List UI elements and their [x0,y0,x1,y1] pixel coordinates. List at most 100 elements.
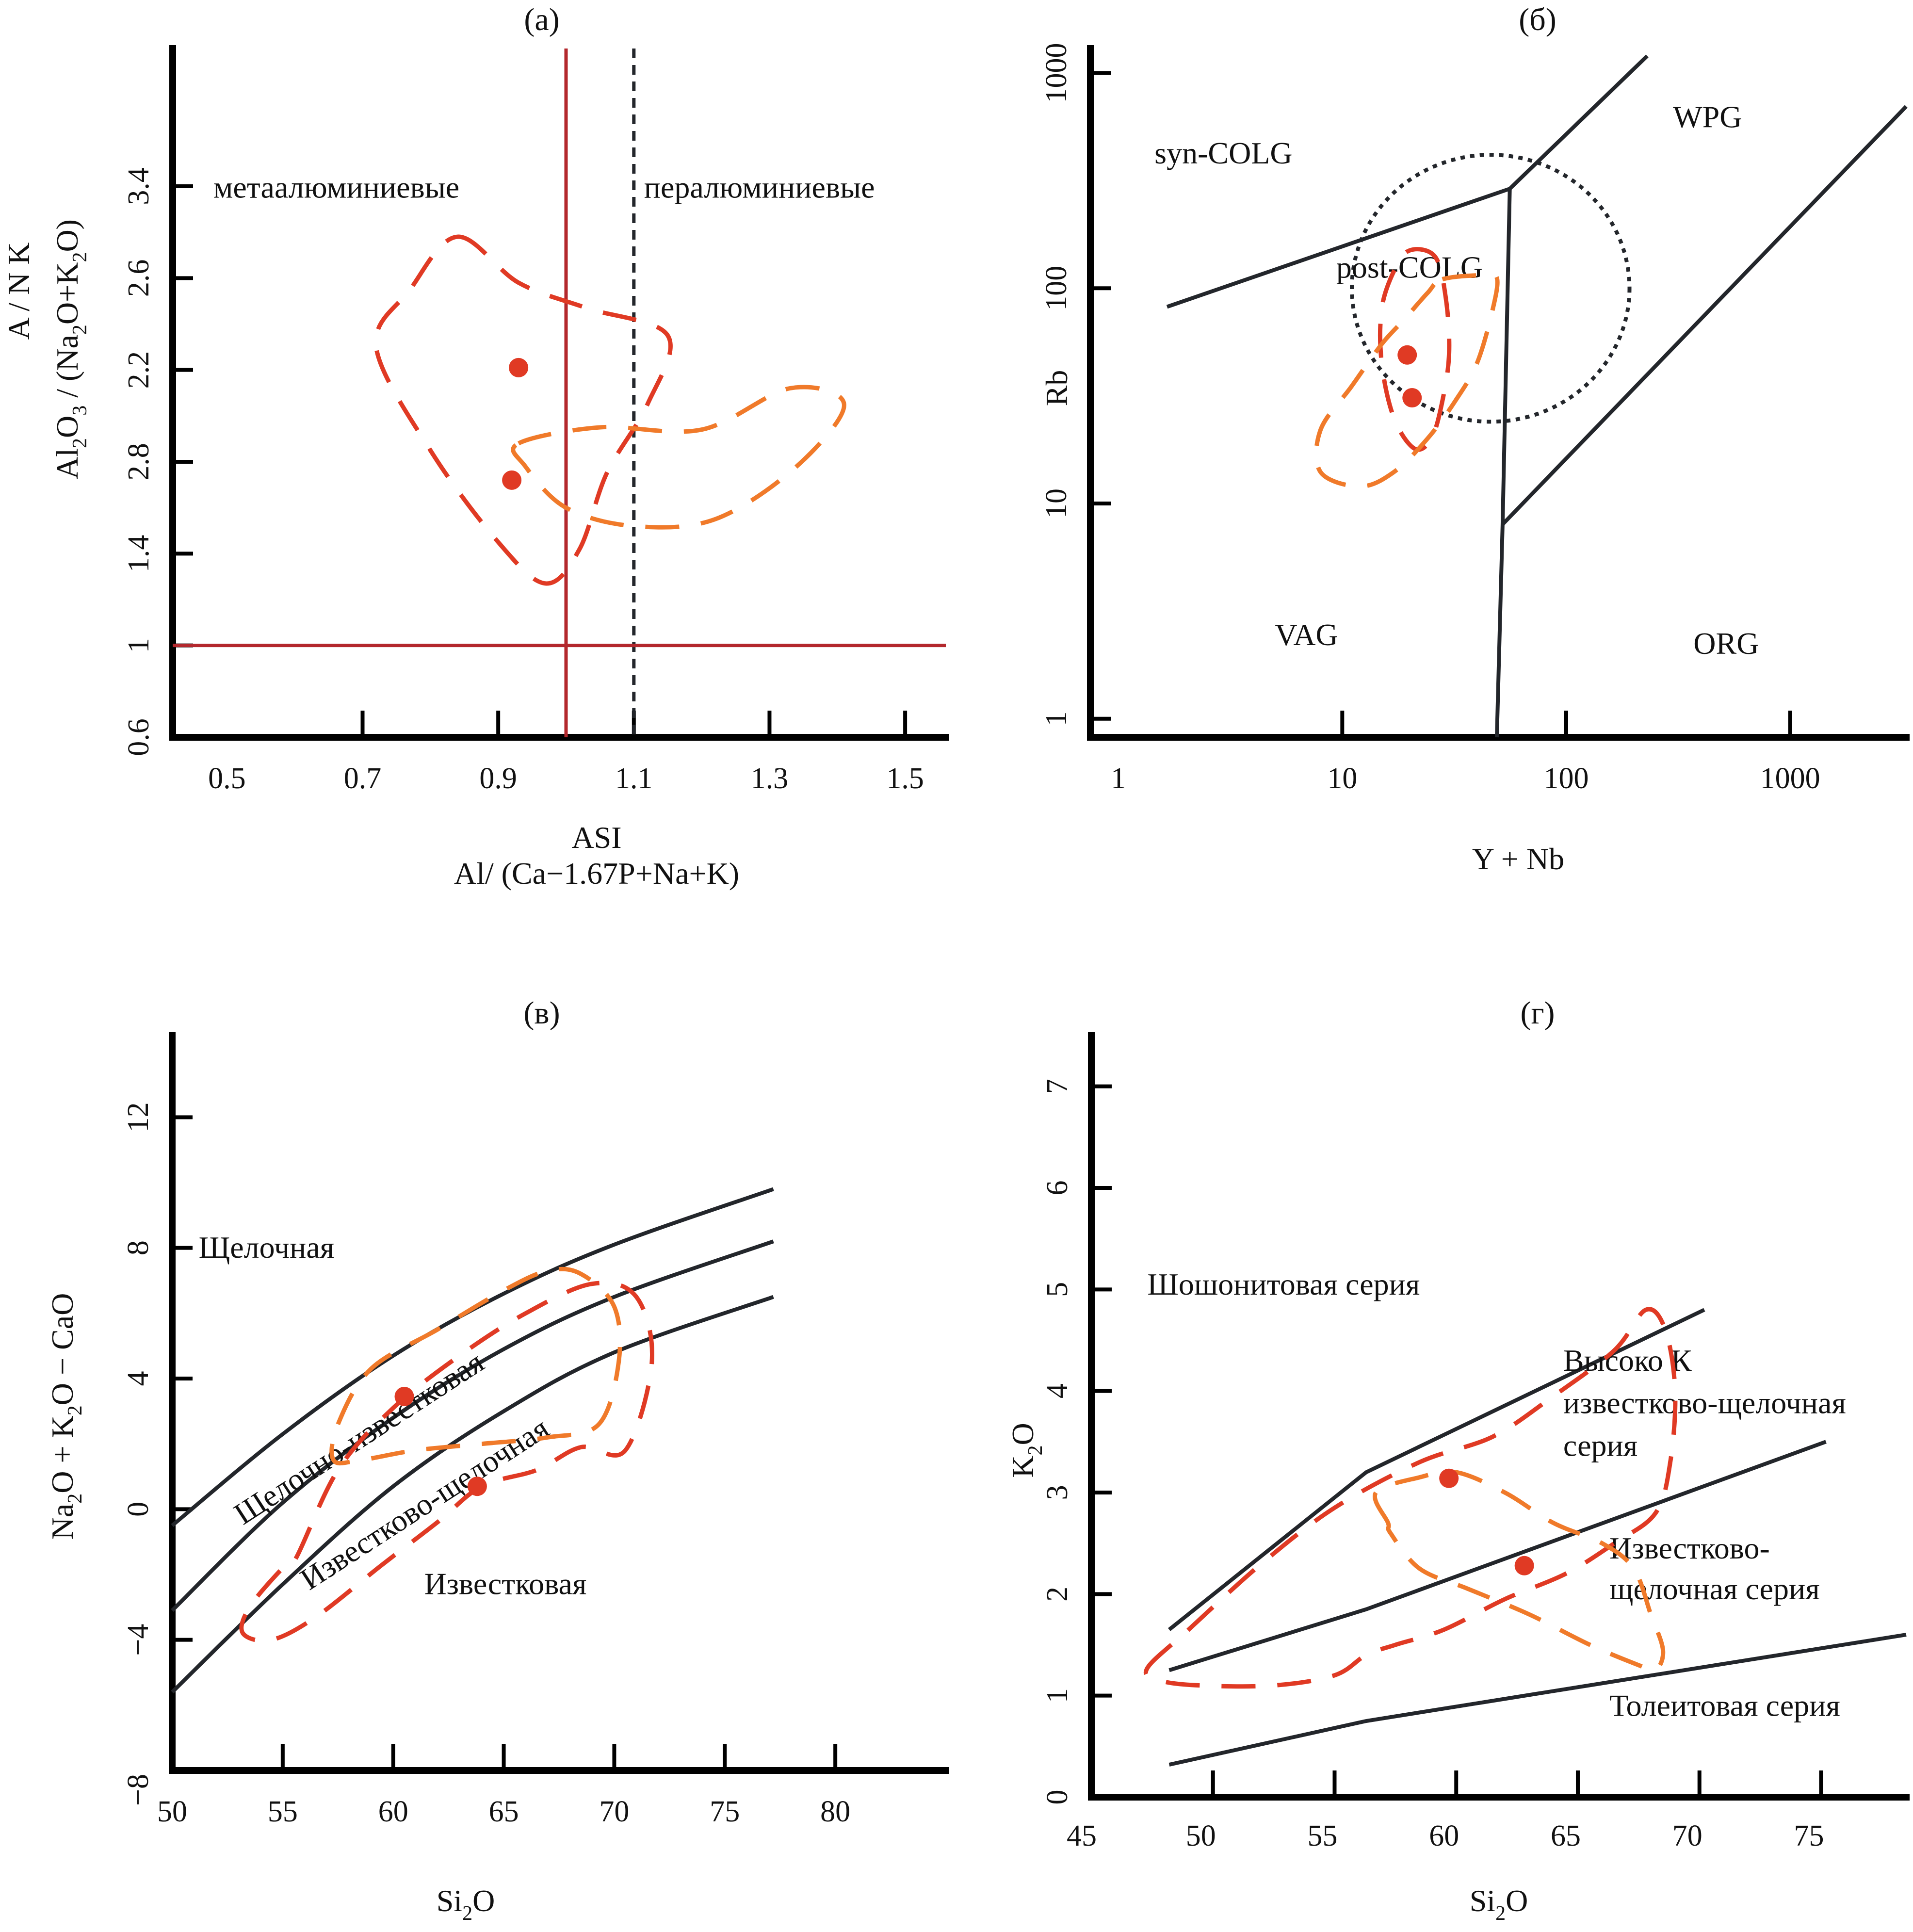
panel-b-data-point [1397,345,1417,365]
panel-a-x-tick-label: 1.5 [886,762,924,795]
panel-a-field-orange [511,385,846,530]
panel-a-data-point [502,470,522,490]
panel-d-region-label: серия [1563,1429,1637,1463]
panel-d-y-tick-label: 7 [1041,1079,1074,1094]
panel-a-field-red [373,234,673,586]
panel-d-x-tick-label: 75 [1794,1819,1824,1852]
panel-b-y-tick-label: 1000 [1040,43,1073,103]
panel-c-x-tick-label: 65 [489,1795,519,1828]
panel-b-vag-org-boundary [1495,189,1512,738]
panel-b-x-tick-label: 10 [1327,762,1357,795]
panel-a-title: (a) [524,2,559,37]
panel-c-x-axis-title: Si2O [437,1883,495,1925]
panel-b-tectonic-diagram: (б) 1 10 100 1000 1 10 100 1000 syn-COLG post-COL… [1039,2,1910,876]
panel-c-data-point [394,1387,414,1407]
panel-b-field-orange [1313,272,1500,489]
panel-b-x-tick-label: 1000 [1760,762,1820,795]
panel-c-x-tick-label: 50 [157,1795,187,1828]
panel-b-wpg-org-boundary [1501,105,1908,526]
panel-b-region-label: WPG [1673,99,1742,134]
panel-b-marks: 1 10 100 1000 1 10 100 1000 syn-COLG post-COLG WPG… [1040,43,1910,795]
panel-c-title: (в) [523,995,560,1031]
panel-d-region-label: известково-щелочная [1563,1386,1846,1420]
panel-c-data-point [467,1477,487,1496]
panel-b-syn-colg-boundary [1166,187,1511,309]
panel-c-x-tick-label: 75 [710,1795,740,1828]
panel-c-alkalic-alkali-calcic-boundary [171,1187,774,1527]
panel-c-y-tick-label: 8 [122,1240,155,1255]
panel-d-region-label: Известково- [1609,1531,1770,1565]
panel-d-x-axis-title: Si2O [1470,1883,1528,1925]
panel-c-x-tick-label: 60 [378,1795,408,1828]
panel-b-x-tick-label: 100 [1543,762,1589,795]
panel-a-region-label: метаалюминиевые [213,170,459,205]
panel-b-region-label: VAG [1275,617,1338,652]
panel-d-y-tick-label: 2 [1041,1587,1074,1602]
panel-a-x-axis-subtitle: Al/ (Ca−1.67P+Na+K) [454,856,739,891]
panel-a-x-tick-label: 1.1 [615,762,653,795]
panel-c-y-tick-label: −4 [122,1624,155,1656]
panel-c-y-tick-label: 4 [122,1371,155,1386]
panel-b-region-label: syn-COLG [1154,136,1292,170]
panel-a-y-tick-label: 3.4 [122,167,155,205]
panel-c-y-tick-label: 12 [122,1102,155,1132]
panel-a-x-tick-label: 0.9 [479,762,517,795]
panel-c-region-label: Известковая [424,1566,587,1601]
panel-a-x-tick-label: 0.5 [208,762,246,795]
panel-d-region-label: Шошонитовая серия [1147,1267,1420,1301]
panel-c-alkali-calcic-calc-alkalic-boundary [171,1239,774,1612]
panel-d-x-tick-label: 60 [1429,1819,1459,1852]
panel-d-calc-alkaline-tholeiite-boundary [1168,1633,1907,1767]
panel-a-asi-diagram: (a) 0.6 1 1.4 2.8 2.2 2.6 3.4 0.5 0.7 0.9 1.1 1.3 1.… [1,2,949,891]
panel-a-y-tick-label: 0.6 [122,718,155,756]
panel-a-y-tick-label: 1 [122,638,155,653]
panel-d-y-axis-title: K2O [1005,1423,1047,1477]
panel-d-data-point [1514,1556,1534,1575]
panel-a-x-tick-label: 0.7 [344,762,382,795]
panel-d-x-tick-label: 70 [1672,1819,1702,1852]
panel-b-title: (б) [1519,2,1556,37]
panel-d-y-tick-label: 4 [1041,1383,1074,1398]
panel-b-y-axis-title: Rb [1039,370,1074,406]
panel-c-x-tick-label: 55 [268,1795,298,1828]
panel-a-y-tick-label: 2.6 [122,260,155,297]
panel-d-x-tick-label: 55 [1307,1819,1337,1852]
panel-c-field-red [239,1281,654,1643]
panel-d-x-tick-label: 45 [1067,1819,1097,1852]
panel-b-x-tick-label: 1 [1111,762,1126,795]
panel-d-y-tick-label: 6 [1041,1181,1074,1196]
panel-a-y-tick-label: 1.4 [122,535,155,573]
panel-a-x-tick-label: 1.3 [751,762,789,795]
panel-a-y-tick-label: 2.8 [122,443,155,481]
panel-d-y-tick-label: 5 [1041,1282,1074,1297]
panel-b-wpg-upper-boundary [1508,54,1649,190]
panel-d-region-label: Толеитовая серия [1609,1688,1840,1723]
panel-d-data-point [1439,1468,1459,1488]
panel-b-field-red [1378,247,1452,452]
panel-b-region-label: ORG [1693,626,1759,661]
panel-c-x-tick-label: 80 [820,1795,850,1828]
panel-d-y-tick-label: 3 [1041,1485,1074,1500]
panel-d-high-k-calc-alkaline-boundary [1168,1440,1827,1672]
panel-a-region-label: пералюминиевые [644,170,875,205]
panel-c-y-axis-title: Na2O + K2O − CaO [45,1293,86,1540]
panel-a-marks: 0.6 1 1.4 2.8 2.2 2.6 3.4 0.5 0.7 0.9 1.1 1.3 1.5 мет… [122,45,949,795]
panel-d-x-tick-label: 65 [1551,1819,1581,1852]
panel-d-field-red [1143,1307,1678,1689]
panel-b-x-axis-title: Y + Nb [1472,842,1564,876]
panel-a-y-axis-title: A / N K [1,243,36,340]
panel-c-y-tick-label: 0 [122,1502,155,1517]
panel-b-y-tick-label: 100 [1040,266,1073,311]
panel-c-region-label: Щелочная [199,1230,335,1265]
panel-a-x-axis-title: ASI [571,820,621,855]
panel-c-y-tick-label: −8 [122,1774,155,1806]
panel-b-y-tick-label: 1 [1040,711,1073,726]
panel-b-post-colg-circle [1350,153,1632,424]
panel-a-y-axis-subtitle: Al2O3 / (Na2O+K2O) [50,219,91,479]
panel-b-data-point [1402,388,1422,407]
